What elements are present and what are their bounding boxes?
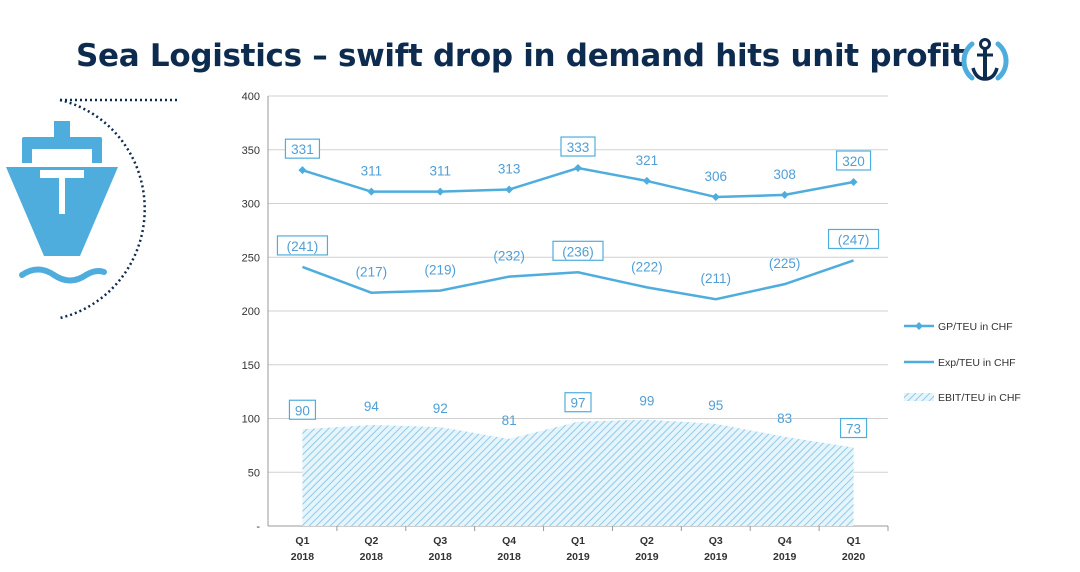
ebit-area (302, 419, 854, 526)
y-tick-label: 100 (242, 414, 260, 426)
data-label-box (564, 392, 592, 413)
data-label-box (839, 417, 868, 439)
data-label-box (827, 228, 880, 250)
data-label: 95 (708, 398, 723, 413)
data-label: 306 (705, 169, 728, 184)
data-label: 97 (570, 396, 585, 411)
y-tick-label: - (256, 521, 260, 533)
data-label: 331 (291, 142, 314, 157)
legend-swatch (904, 393, 934, 401)
data-label: (232) (493, 249, 525, 264)
gp-marker (849, 178, 858, 186)
x-tick-label: Q2 (640, 535, 654, 547)
x-tick-label: Q4 (502, 535, 516, 547)
data-label: 92 (433, 401, 448, 416)
x-tick-label: Q4 (778, 535, 792, 547)
data-label: (219) (424, 263, 456, 278)
data-label: 308 (773, 167, 796, 182)
x-tick-label: 2019 (704, 551, 728, 563)
y-tick-label: 350 (242, 145, 260, 157)
data-label: 320 (842, 154, 865, 169)
x-tick-label: Q1 (571, 535, 585, 547)
y-tick-label: 400 (242, 91, 260, 103)
legend-label: EBIT/TEU in CHF (938, 392, 1021, 404)
x-tick-label: 2019 (773, 551, 797, 563)
data-label: 99 (639, 394, 654, 409)
ship-icon (6, 98, 180, 320)
legend-label: GP/TEU in CHF (938, 321, 1013, 333)
y-tick-label: 250 (242, 252, 260, 264)
data-label: 311 (429, 164, 451, 179)
gp-marker (367, 187, 376, 196)
data-label: 333 (567, 140, 590, 155)
y-tick-label: 50 (248, 467, 260, 479)
data-label: 311 (361, 164, 383, 179)
anchor-logo-icon (961, 38, 1009, 81)
data-label-box (284, 138, 321, 159)
gp-marker (780, 190, 789, 199)
data-label-box (276, 235, 329, 256)
data-label: (241) (287, 239, 319, 254)
x-tick-label: 2020 (842, 551, 866, 563)
gp-marker (436, 187, 445, 196)
data-label: 321 (636, 153, 659, 168)
data-label: (211) (701, 271, 732, 286)
data-label: 313 (498, 162, 521, 177)
data-label: 90 (295, 403, 310, 418)
data-label: (225) (769, 256, 801, 271)
data-label-box (552, 240, 604, 261)
data-label-box (288, 399, 317, 420)
x-tick-label: 2018 (291, 551, 315, 563)
page-title: Sea Logistics – swift drop in demand hit… (76, 38, 966, 74)
x-tick-label: 2019 (635, 551, 659, 563)
x-tick-label: Q3 (709, 535, 723, 547)
exp-line (302, 259, 854, 301)
gp-marker (574, 164, 582, 173)
x-tick-label: Q2 (364, 535, 378, 547)
x-tick-label: Q3 (433, 535, 447, 547)
data-label-box (560, 136, 596, 157)
data-label: 81 (502, 413, 517, 428)
x-tick-label: 2018 (497, 551, 521, 563)
x-tick-label: Q1 (847, 535, 861, 547)
data-label: (217) (356, 265, 388, 280)
gp-marker (298, 166, 307, 175)
y-tick-label: 300 (242, 199, 260, 211)
x-tick-label: 2019 (566, 551, 590, 563)
y-tick-label: 150 (242, 360, 260, 372)
data-label-box (835, 150, 872, 171)
data-label: 73 (846, 422, 861, 437)
y-tick-label: 200 (242, 306, 260, 318)
gp-line (302, 166, 854, 199)
data-label: (236) (562, 244, 594, 259)
gp-marker (505, 185, 514, 194)
data-label: (222) (631, 259, 663, 274)
x-tick-label: Q1 (295, 535, 309, 547)
x-tick-label: 2018 (360, 551, 384, 563)
gp-marker (711, 193, 720, 202)
gp-marker (642, 176, 651, 185)
data-label: (247) (838, 232, 870, 247)
data-label: 83 (777, 411, 792, 426)
x-tick-label: 2018 (429, 551, 453, 563)
legend-marker (915, 322, 923, 330)
legend-label: Exp/TEU in CHF (938, 357, 1016, 369)
data-label: 94 (364, 399, 380, 414)
